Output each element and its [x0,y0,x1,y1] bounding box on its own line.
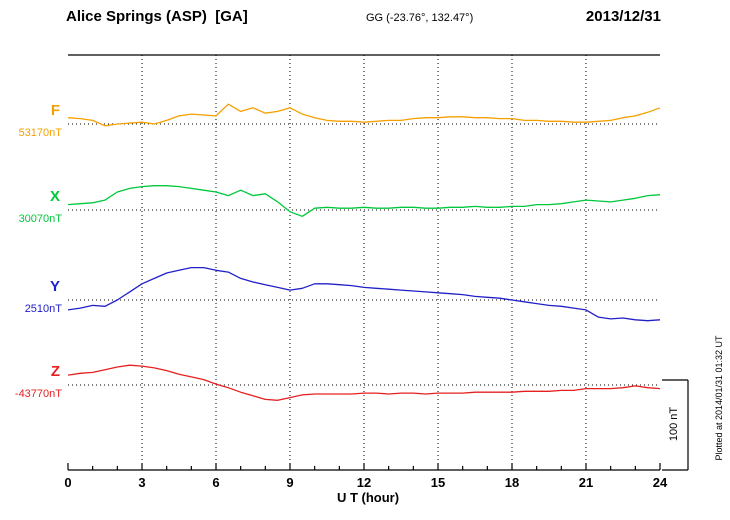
series-baseline-Z: -43770nT [14,388,62,400]
series-name-Z: Z [50,363,60,380]
tick-label: 15 [431,475,445,490]
plot-date: 2013/12/31 [585,8,661,25]
trace-F [67,103,661,127]
series-name-X: X [49,188,60,205]
station-title: Alice Springs (ASP) [GA] [66,8,248,25]
tick-label: 6 [212,475,219,490]
scale-bar-label: 100 nT [668,406,680,442]
series-name-F: F [50,102,60,119]
tick-label: 3 [138,475,145,490]
tick-label: 12 [357,475,371,490]
tick-label: 24 [653,475,668,490]
trace-X [67,185,661,217]
series-name-Y: Y [49,278,60,295]
series-baseline-F: 53170nT [18,127,62,139]
tick-label: 21 [579,475,593,490]
trace-Z [67,364,661,401]
geographic-coords: GG (-23.76°, 132.47°) [366,12,474,24]
series-baseline-Y: 2510nT [24,303,62,315]
tick-label: 9 [286,475,293,490]
trace-Y [67,266,661,322]
x-axis-label: U T (hour) [336,490,400,505]
tick-label: 0 [64,475,71,490]
tick-label: 18 [505,475,519,490]
plotted-at-note: Plotted at 2014/01/31 01:32 UT [714,335,724,461]
series-baseline-X: 30070nT [18,213,62,225]
